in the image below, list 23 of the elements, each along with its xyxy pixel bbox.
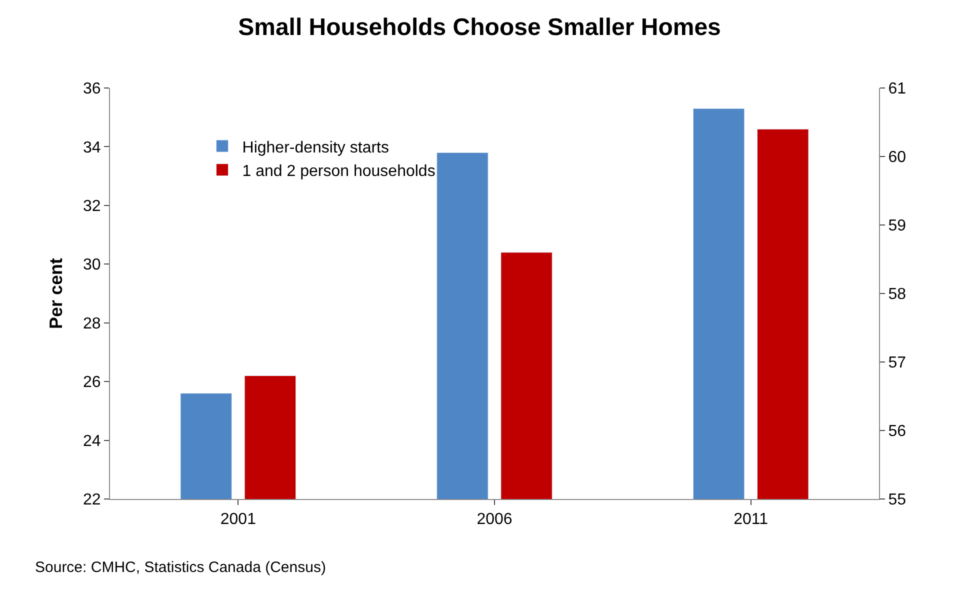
legend-label: 1 and 2 person households xyxy=(242,163,436,180)
y-tick-label: 36 xyxy=(83,80,101,98)
y2-tick-label: 61 xyxy=(888,80,906,98)
legend-label: Higher-density starts xyxy=(242,139,389,156)
y2-tick-label: 55 xyxy=(888,492,906,509)
y2-tick-label: 58 xyxy=(888,286,906,304)
x-tick-label: 2006 xyxy=(476,511,512,528)
y-tick-label: 26 xyxy=(83,374,101,392)
x-tick-label: 2011 xyxy=(734,511,768,528)
y-tick-label: 32 xyxy=(83,198,101,216)
y2-tick-label: 59 xyxy=(888,218,906,235)
y-tick-label: 30 xyxy=(83,256,101,274)
source-note: Source: CMHC, Statistics Canada (Census) xyxy=(35,559,326,576)
y-tick-label: 34 xyxy=(83,139,101,156)
y2-tick-label: 60 xyxy=(888,149,906,166)
y2-tick-label: 57 xyxy=(888,354,906,372)
y-axis-title: Per cent xyxy=(46,258,66,330)
y-tick-label: 28 xyxy=(83,315,101,332)
y2-tick-label: 56 xyxy=(888,423,906,440)
y-tick-label: 24 xyxy=(83,432,101,450)
chart-title: Small Households Choose Smaller Homes xyxy=(238,14,721,41)
y-tick-label: 22 xyxy=(83,492,101,509)
x-tick-label: 2001 xyxy=(220,511,256,528)
